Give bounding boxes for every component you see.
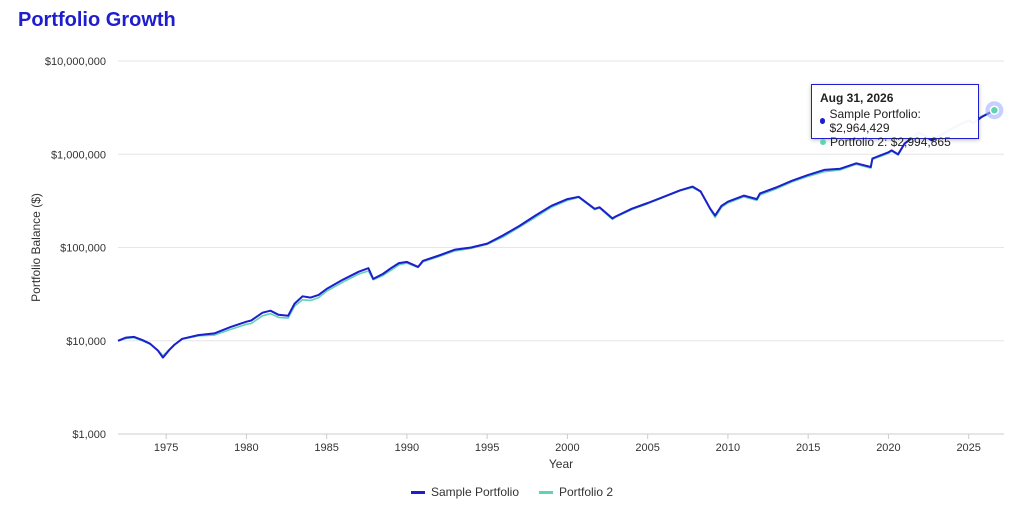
legend: Sample Portfolio Portfolio 2: [0, 485, 1024, 499]
tooltip-row-sample-portfolio: Sample Portfolio: $2,964,429: [820, 107, 970, 135]
chart-area[interactable]: $1,000 $10,000 $100,000 $1,000,000 $10,000,0…: [0, 0, 1024, 480]
x-tick-label: 1975: [154, 442, 178, 454]
tooltip: Aug 31, 2026 Sample Portfolio: $2,964,42…: [811, 84, 979, 149]
tooltip-row-label: Sample Portfolio: $2,964,429: [829, 107, 921, 135]
x-tick-label: 2005: [635, 442, 659, 454]
y-tick-label: $1,000,000: [51, 149, 106, 161]
tooltip-date: Aug 31, 2026: [820, 91, 894, 105]
series-line-sample-portfolio: [117, 109, 995, 359]
tooltip-row-label: Portfolio 2: $2,994,865: [830, 135, 951, 149]
x-tick-label: 2020: [876, 442, 900, 454]
legend-label: Sample Portfolio: [430, 485, 519, 499]
x-tick-label: 1985: [314, 442, 338, 454]
x-tick-label: 1980: [234, 442, 258, 454]
legend-item-sample-portfolio[interactable]: Sample Portfolio: [410, 485, 519, 499]
y-tick-label: $1,000: [72, 429, 106, 441]
series-lines: [117, 109, 995, 359]
hover-point[interactable]: [989, 105, 1000, 115]
chart-title: Portfolio Growth: [18, 9, 176, 31]
x-tick-label: 1995: [475, 442, 499, 454]
series-dot-icon: [820, 118, 826, 124]
legend-label: Portfolio 2: [559, 485, 614, 499]
x-tick-label: 2010: [716, 442, 740, 454]
y-axis-ticks: $1,000 $10,000 $100,000 $1,000,000 $10,000,0…: [45, 56, 106, 441]
series-dot-icon: [820, 139, 826, 145]
y-tick-label: $10,000,000: [45, 56, 106, 68]
hover-point-marker[interactable]: [985, 101, 1004, 120]
y-tick-label: $10,000: [66, 336, 106, 348]
x-tick-label: 2025: [956, 442, 980, 454]
y-tick-label: $100,000: [60, 243, 106, 255]
legend-swatch-icon: [410, 490, 425, 494]
tooltip-row-portfolio-2: Portfolio 2: $2,994,865: [820, 135, 970, 149]
legend-swatch-icon: [539, 490, 553, 494]
x-axis-title: Year: [549, 457, 573, 471]
x-tick-label: 2000: [555, 442, 579, 454]
legend-item-portfolio-2[interactable]: Portfolio 2: [539, 485, 613, 499]
y-axis-title: Portfolio Balance ($): [29, 193, 43, 302]
x-axis-ticks: 1975 1980 1985 1990 1995 2000 2005 2010 2015 2020…: [154, 434, 981, 454]
x-tick-label: 1990: [395, 442, 419, 454]
x-tick-label: 2015: [796, 442, 820, 454]
